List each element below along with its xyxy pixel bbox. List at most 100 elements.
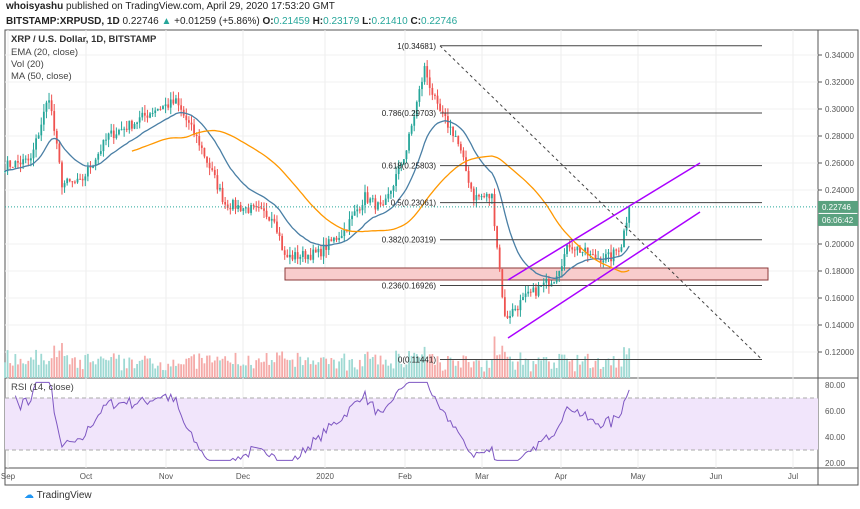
candle: [296, 252, 299, 259]
candle: [558, 270, 561, 277]
candle: [190, 122, 193, 125]
volume-bar: [242, 364, 245, 378]
volume-bar: [625, 354, 628, 378]
candle: [335, 237, 338, 240]
candle: [408, 133, 410, 151]
candle: [351, 215, 353, 220]
candle: [242, 208, 245, 212]
volume-bar: [511, 361, 514, 378]
fib-label: 0.786(0.29703): [382, 109, 437, 118]
volume-bar: [612, 356, 615, 378]
candle: [374, 198, 377, 210]
support-zone: [284, 267, 769, 281]
candle: [187, 120, 190, 123]
price-tick: 0.26000: [825, 159, 854, 168]
volume-bar: [237, 364, 239, 378]
volume-bar: [107, 360, 110, 378]
volume-bar: [203, 363, 206, 378]
volume-bar: [159, 362, 162, 378]
candle: [128, 120, 131, 130]
candle: [509, 316, 511, 318]
volume-bar: [550, 368, 553, 378]
volume-bar: [48, 360, 50, 378]
candle: [467, 170, 470, 183]
candle: [84, 176, 87, 181]
volume-bar: [53, 345, 56, 378]
candle: [138, 117, 141, 123]
volume-bar: [356, 369, 359, 378]
candle: [4, 171, 6, 173]
volume-bar: [491, 358, 493, 378]
candle: [491, 194, 493, 199]
volume-bar: [444, 369, 447, 378]
legend-vol[interactable]: Vol (20): [11, 59, 44, 70]
volume-bar: [607, 358, 610, 378]
candle: [53, 111, 56, 131]
candle: [511, 308, 514, 317]
candle: [623, 230, 625, 248]
candle: [348, 219, 351, 232]
candle: [24, 158, 27, 160]
volume-bar: [301, 365, 304, 378]
volume-bar: [314, 364, 317, 378]
candle: [604, 254, 607, 261]
candle: [612, 249, 615, 262]
candle: [566, 244, 568, 255]
volume-bar: [208, 355, 211, 378]
volume-bar: [623, 347, 625, 378]
candle: [177, 98, 180, 106]
candle: [459, 144, 462, 151]
ohlc-bar: BITSTAMP:XRPUSD, 1D 0.22746 ▲ +0.01259 (…: [6, 16, 457, 27]
volume-bar: [436, 356, 439, 378]
volume-bar: [239, 365, 242, 378]
candle: [516, 308, 519, 311]
volume-bar: [9, 363, 12, 378]
candle: [620, 247, 623, 252]
volume-bar: [265, 353, 268, 378]
fib-label: 1(0.34681): [397, 42, 436, 51]
author[interactable]: whoisyashu: [6, 1, 64, 12]
time-tick: 2020: [316, 472, 334, 481]
candle: [462, 150, 465, 158]
candle: [164, 104, 167, 107]
volume-bar: [105, 359, 107, 378]
price-tick: 0.18000: [825, 267, 854, 276]
tradingview-logo[interactable]: ☁ TradingView: [24, 490, 92, 501]
volume-bar: [141, 359, 144, 378]
volume-bar: [234, 352, 237, 378]
candle: [255, 206, 258, 208]
candle: [48, 100, 50, 103]
candle: [384, 198, 387, 205]
change: +0.01259 (+5.86%): [174, 16, 260, 27]
candle: [89, 166, 92, 168]
candle: [599, 258, 602, 263]
candle: [361, 205, 364, 211]
volume-bar: [377, 364, 379, 378]
volume-bar: [426, 360, 429, 378]
candle: [234, 199, 237, 209]
candle: [167, 104, 170, 108]
candle: [133, 123, 136, 129]
volume-bar: [408, 350, 410, 378]
legend-ema[interactable]: EMA (20, close): [11, 47, 79, 58]
volume-bar: [22, 363, 25, 378]
candle: [397, 165, 400, 175]
volume-bar: [94, 364, 97, 378]
time-tick: May: [630, 472, 645, 481]
candle: [45, 102, 48, 112]
volume-bar: [45, 364, 48, 378]
candle: [185, 115, 188, 121]
volume-bar: [390, 363, 392, 378]
candle: [358, 209, 361, 211]
volume-bar: [470, 367, 473, 378]
candle: [263, 208, 265, 211]
legend-ma[interactable]: MA (50, close): [11, 71, 72, 82]
candle: [312, 249, 315, 260]
candle: [156, 108, 159, 111]
fib-label: 0(0.11441): [398, 356, 436, 365]
candle: [607, 252, 610, 255]
candle: [488, 193, 491, 199]
volume-bar: [195, 368, 198, 378]
legend-rsi[interactable]: RSI (14, close): [11, 382, 74, 393]
